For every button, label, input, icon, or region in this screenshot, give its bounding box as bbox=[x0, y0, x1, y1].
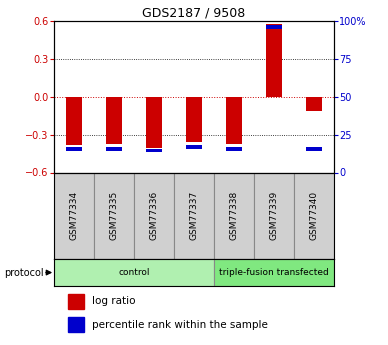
Bar bbox=[94, 172, 134, 259]
Bar bbox=[68, 317, 84, 332]
Text: protocol: protocol bbox=[4, 268, 43, 277]
Title: GDS2187 / 9508: GDS2187 / 9508 bbox=[142, 7, 246, 20]
Bar bbox=[134, 172, 174, 259]
Bar bbox=[306, 97, 322, 111]
Bar bbox=[146, 97, 162, 148]
Bar bbox=[306, 147, 322, 151]
Text: GSM77340: GSM77340 bbox=[309, 191, 318, 240]
Bar bbox=[186, 145, 202, 149]
Text: GSM77336: GSM77336 bbox=[150, 191, 159, 240]
Bar bbox=[66, 97, 82, 145]
Text: GSM77334: GSM77334 bbox=[70, 191, 79, 240]
Bar bbox=[68, 294, 84, 309]
Bar bbox=[54, 259, 214, 286]
Bar bbox=[174, 172, 214, 259]
Text: GSM77337: GSM77337 bbox=[189, 191, 199, 240]
Bar bbox=[226, 97, 242, 144]
Bar bbox=[254, 172, 294, 259]
Bar bbox=[54, 172, 94, 259]
Bar bbox=[226, 147, 242, 151]
Bar bbox=[106, 147, 122, 151]
Text: GSM77339: GSM77339 bbox=[269, 191, 278, 240]
Bar bbox=[294, 172, 334, 259]
Text: control: control bbox=[118, 268, 150, 277]
Bar bbox=[66, 147, 82, 151]
Text: triple-fusion transfected: triple-fusion transfected bbox=[219, 268, 329, 277]
Bar bbox=[266, 25, 282, 29]
Bar bbox=[214, 172, 254, 259]
Bar bbox=[186, 97, 202, 141]
Text: percentile rank within the sample: percentile rank within the sample bbox=[92, 320, 268, 330]
Bar bbox=[214, 259, 334, 286]
Text: GSM77338: GSM77338 bbox=[229, 191, 238, 240]
Bar bbox=[146, 149, 162, 152]
Text: GSM77335: GSM77335 bbox=[110, 191, 119, 240]
Text: log ratio: log ratio bbox=[92, 296, 135, 306]
Bar bbox=[106, 97, 122, 144]
Bar bbox=[266, 24, 282, 97]
